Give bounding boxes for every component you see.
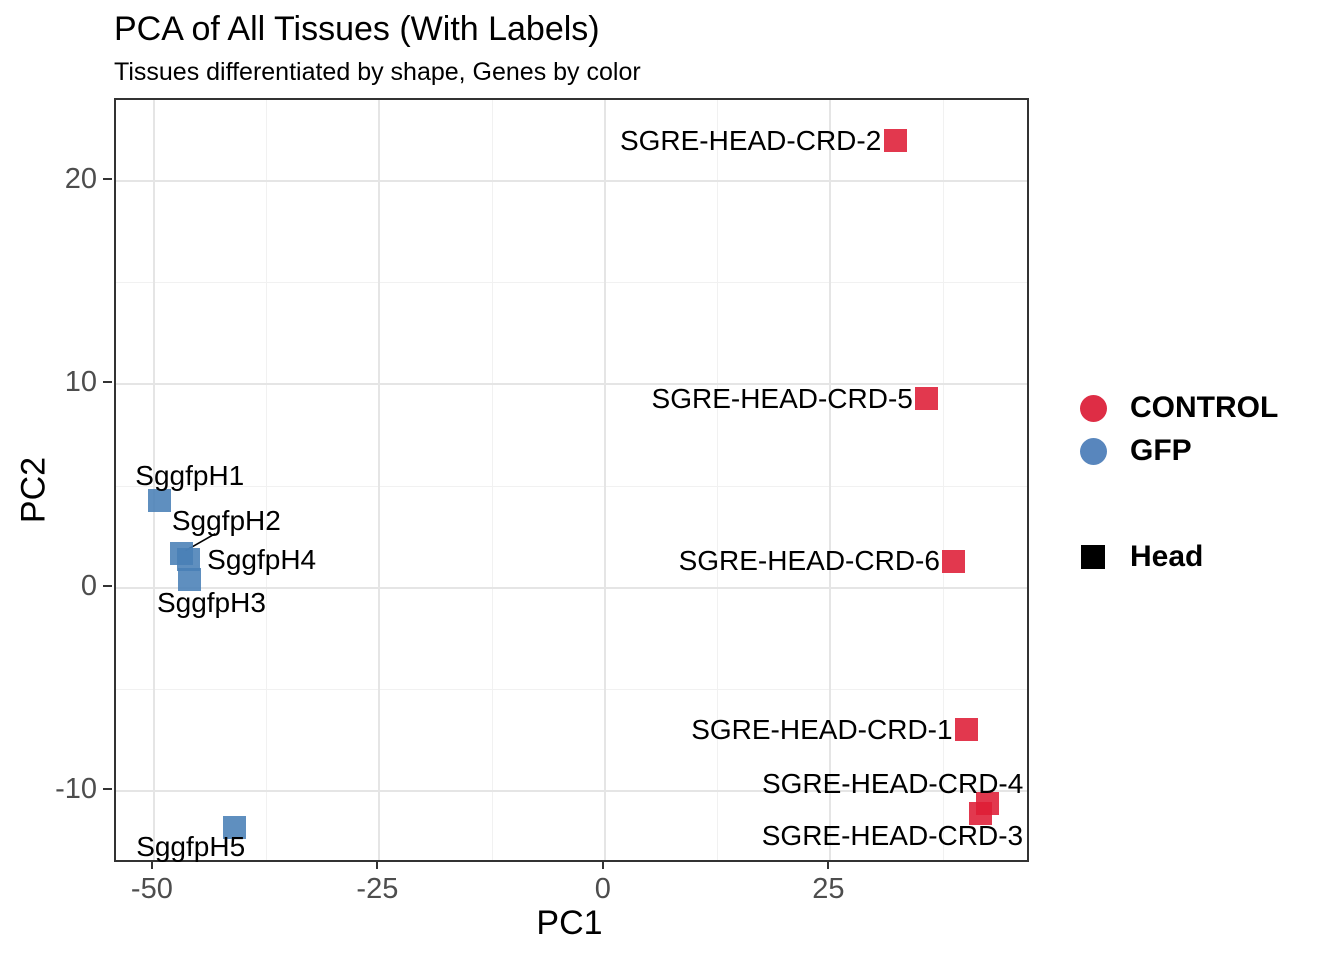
y-tick-label: 10 bbox=[64, 366, 97, 399]
y-minor-gridline bbox=[116, 282, 1027, 284]
point-label-SGRE-HEAD-CRD-3: SGRE-HEAD-CRD-3 bbox=[761, 820, 1024, 852]
x-axis-title: PC1 bbox=[536, 904, 603, 942]
data-point-SGRE-HEAD-CRD-4 bbox=[975, 791, 999, 815]
x-tick-mark bbox=[827, 860, 830, 869]
plot-subtitle: Tissues differentiated by shape, Genes b… bbox=[114, 58, 641, 86]
point-label-SggfpH2: SggfpH2 bbox=[171, 505, 281, 537]
point-label-SggfpH3: SggfpH3 bbox=[156, 586, 266, 618]
data-point-SGRE-HEAD-CRD-5 bbox=[915, 387, 939, 411]
y-minor-gridline bbox=[116, 688, 1027, 690]
legend-label-gfp: GFP bbox=[1130, 434, 1192, 467]
y-tick-label: 0 bbox=[80, 569, 97, 602]
legend-label-control: CONTROL bbox=[1130, 391, 1279, 424]
data-point-SggfpH3 bbox=[178, 568, 202, 592]
x-minor-gridline bbox=[942, 100, 944, 860]
y-tick-mark bbox=[103, 381, 112, 384]
data-point-SggfpH5 bbox=[222, 815, 246, 839]
y-tick-mark bbox=[103, 787, 112, 790]
x-tick-mark bbox=[150, 860, 153, 869]
legend-marker-control bbox=[1079, 394, 1107, 422]
legend-marker-gfp bbox=[1079, 437, 1107, 465]
point-label-SGRE-HEAD-CRD-4: SGRE-HEAD-CRD-4 bbox=[761, 768, 1024, 800]
y-major-gridline bbox=[116, 789, 1027, 792]
x-major-gridline bbox=[152, 100, 155, 860]
x-major-gridline bbox=[829, 100, 832, 860]
plot-title: PCA of All Tissues (With Labels) bbox=[114, 10, 600, 48]
x-major-gridline bbox=[378, 100, 381, 860]
point-label-SggfpH1: SggfpH1 bbox=[135, 460, 245, 492]
data-point-SGRE-HEAD-CRD-1 bbox=[955, 718, 979, 742]
point-label-SGRE-HEAD-CRD-6: SGRE-HEAD-CRD-6 bbox=[678, 545, 940, 577]
x-tick-label: -50 bbox=[130, 873, 173, 905]
x-tick-mark bbox=[601, 860, 604, 869]
x-major-gridline bbox=[603, 100, 606, 860]
x-tick-label: -25 bbox=[356, 873, 399, 905]
data-point-SGRE-HEAD-CRD-6 bbox=[942, 549, 966, 573]
x-minor-gridline bbox=[266, 100, 268, 860]
point-label-SGRE-HEAD-CRD-1: SGRE-HEAD-CRD-1 bbox=[691, 713, 953, 745]
point-label-SGRE-HEAD-CRD-5: SGRE-HEAD-CRD-5 bbox=[651, 382, 913, 414]
legend-marker-head bbox=[1081, 545, 1105, 569]
leader-line-layer bbox=[185, 532, 216, 552]
point-label-SggfpH4: SggfpH4 bbox=[207, 544, 317, 576]
data-point-SggfpH4 bbox=[176, 547, 200, 571]
y-tick-label: -10 bbox=[55, 772, 97, 805]
point-label-SggfpH5: SggfpH5 bbox=[136, 831, 246, 863]
x-tick-label: 0 bbox=[594, 873, 611, 905]
data-point-SGRE-HEAD-CRD-2 bbox=[883, 129, 907, 153]
y-major-gridline bbox=[116, 180, 1027, 183]
plot-panel: SGRE-HEAD-CRD-1 SGRE-HEAD-CRD-2 SGRE-HEAD-… bbox=[114, 98, 1029, 862]
data-point-SggfpH1 bbox=[147, 488, 171, 512]
y-tick-mark bbox=[103, 584, 112, 587]
y-major-gridline bbox=[116, 383, 1027, 386]
x-tick-mark bbox=[376, 860, 379, 869]
y-minor-gridline bbox=[116, 485, 1027, 487]
x-minor-gridline bbox=[491, 100, 493, 860]
x-tick-label: 25 bbox=[812, 873, 845, 905]
y-tick-label: 20 bbox=[64, 163, 97, 196]
y-axis-title: PC2 bbox=[14, 456, 53, 524]
y-major-gridline bbox=[116, 586, 1027, 589]
point-label-SGRE-HEAD-CRD-2: SGRE-HEAD-CRD-2 bbox=[619, 124, 882, 156]
y-tick-mark bbox=[103, 178, 112, 181]
x-minor-gridline bbox=[717, 100, 719, 860]
legend-label-head: Head bbox=[1130, 540, 1204, 573]
